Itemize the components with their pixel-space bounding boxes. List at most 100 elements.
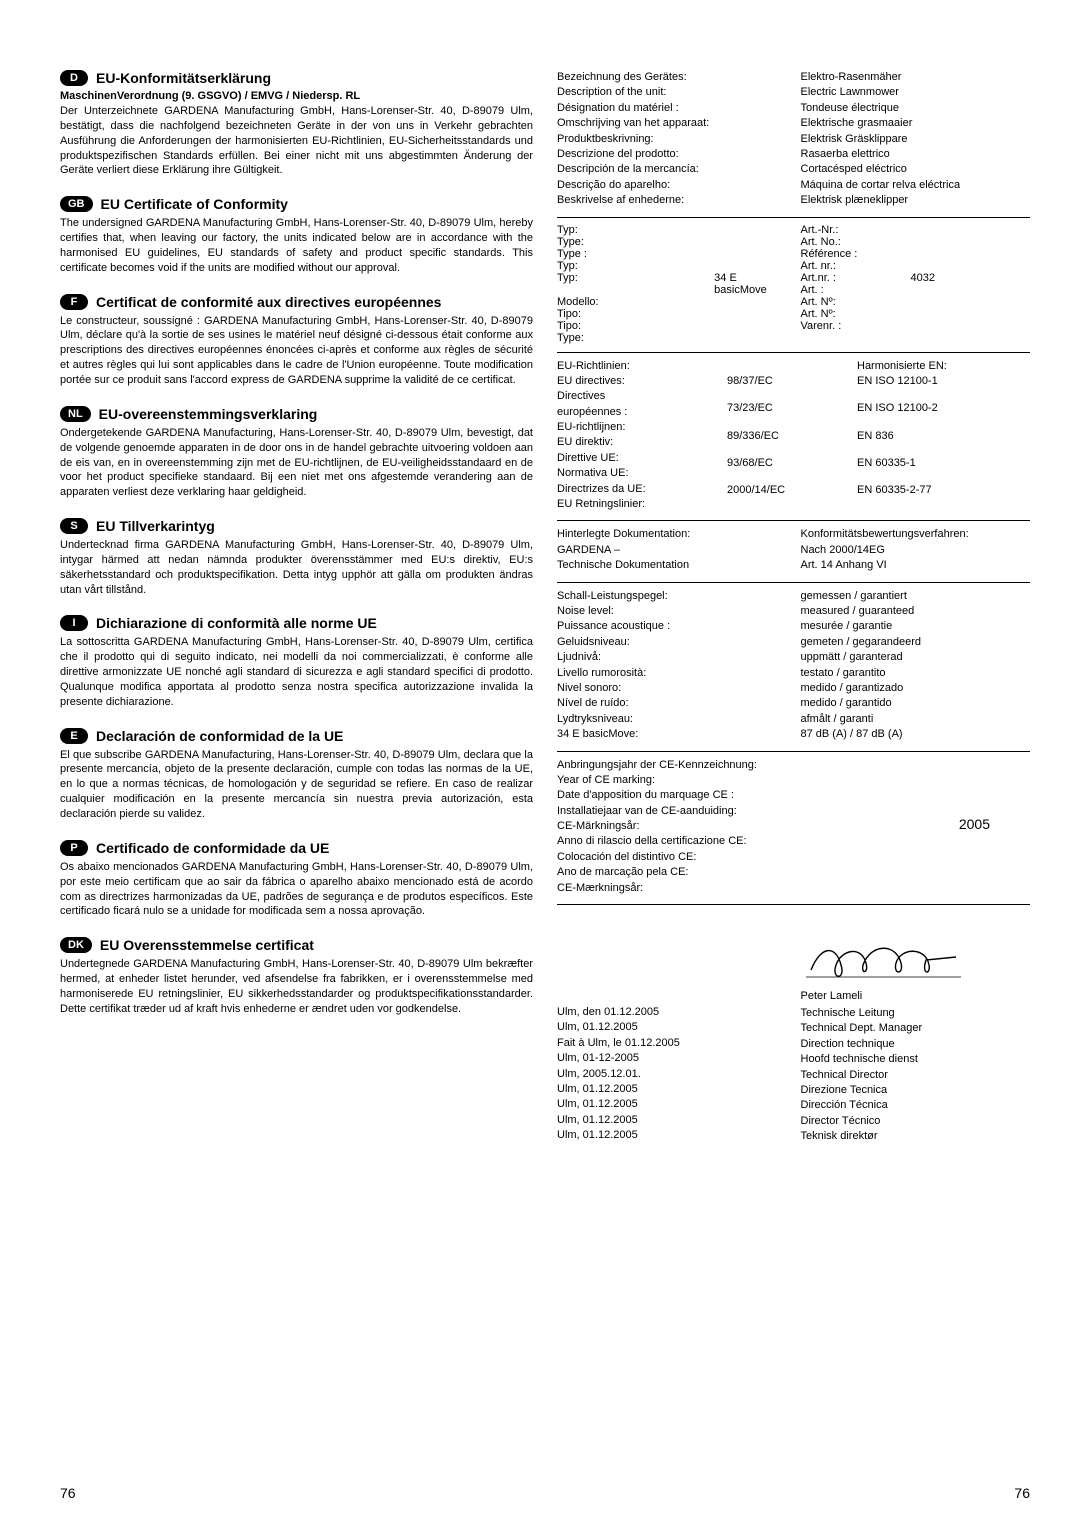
- section-body: The undersigned GARDENA Manufacturing Gm…: [60, 216, 533, 275]
- noise-label: 34 E basicMove:: [557, 727, 787, 742]
- directive-label: EU-richtlijnen:: [557, 420, 727, 435]
- artno-label: Varenr. :: [801, 320, 911, 332]
- signatory-role: Direction technique: [801, 1037, 1031, 1052]
- declaration-section: EDeclaración de conformidad de la UEEl q…: [60, 728, 533, 822]
- doc-value: Art. 14 Anhang VI: [801, 558, 1031, 573]
- type-label: Tipo:: [557, 320, 727, 332]
- section-heading: EU Tillverkarintyg: [96, 518, 215, 534]
- description-value: Tondeuse électrique: [801, 101, 1031, 116]
- declaration-section: FCertificat de conformité aux directives…: [60, 294, 533, 388]
- directive-value: 2000/14/EC: [727, 483, 857, 498]
- signature-date: Ulm, 01.12.2005: [557, 1128, 787, 1143]
- type-label: Type:: [557, 332, 727, 344]
- noise-label: Nivel sonoro:: [557, 681, 787, 696]
- language-badge: S: [60, 518, 88, 534]
- signature-date: Ulm, 2005.12.01.: [557, 1067, 787, 1082]
- declaration-section: I Dichiarazione di conformità alle norme …: [60, 615, 533, 709]
- directive-label: EU directives:: [557, 374, 727, 389]
- language-badge: D: [60, 70, 88, 86]
- section-heading: Dichiarazione di conformità alle norme U…: [96, 615, 377, 631]
- declaration-section: PCertificado de conformidade da UEOs aba…: [60, 840, 533, 919]
- signature-icon: [801, 935, 971, 985]
- type-label: Type:: [557, 236, 727, 248]
- noise-label: Noise level:: [557, 604, 787, 619]
- type-block: Typ:Type:Type :Typ:Typ:34 E basicMoveMod…: [557, 218, 1030, 353]
- signature-block: Ulm, den 01.12.2005Ulm, 01.12.2005Fait à…: [557, 905, 1030, 1145]
- artno-label: Art. Nº:: [801, 296, 911, 308]
- section-heading: EU Certificate of Conformity: [101, 196, 288, 212]
- section-heading: EU-Konformitätserklärung: [96, 70, 271, 86]
- artno-label: Art. nr.:: [801, 260, 911, 272]
- en-standard: EN ISO 12100-2: [857, 401, 1030, 416]
- signatory-role: Technische Leitung: [801, 1006, 1031, 1021]
- type-label: Typ:: [557, 260, 727, 272]
- noise-block: Schall-Leistungspegel:Noise level:Puissa…: [557, 583, 1030, 752]
- directive-value: 73/23/EC: [727, 401, 857, 416]
- type-label: Typ:: [557, 272, 714, 296]
- signature-date: Ulm, 01.12.2005: [557, 1113, 787, 1128]
- en-standard: EN 60335-2-77: [857, 483, 1030, 498]
- noise-value: gemessen / garantiert: [801, 589, 1031, 604]
- language-badge: E: [60, 728, 88, 744]
- description-label: Description of the unit:: [557, 85, 787, 100]
- signatory-role: Hoofd technische dienst: [801, 1052, 1031, 1067]
- section-heading: EU Overensstemmelse certificat: [100, 937, 314, 953]
- doc-label: GARDENA –: [557, 543, 787, 558]
- noise-value: testato / garantito: [801, 666, 1031, 681]
- noise-label: Puissance acoustique :: [557, 619, 787, 634]
- signature-date: Ulm, 01-12-2005: [557, 1051, 787, 1066]
- description-value: Electric Lawnmower: [801, 85, 1031, 100]
- noise-value: uppmätt / garanterad: [801, 650, 1031, 665]
- noise-value: mesurée / garantie: [801, 619, 1031, 634]
- declaration-section: DK EU Overensstemmelse certificat Underteg…: [60, 937, 533, 1016]
- language-badge: GB: [60, 196, 93, 212]
- directive-label: européennes :: [557, 405, 727, 420]
- description-label: Désignation du matériel :: [557, 101, 787, 116]
- description-value: Elektrisk Gräsklippare: [801, 132, 1031, 147]
- directive-label: Direttive UE:: [557, 451, 727, 466]
- type-label: Tipo:: [557, 308, 727, 320]
- en-standard: EN 836: [857, 429, 1030, 444]
- language-badge: I: [60, 615, 88, 631]
- declaration-section: DEU-KonformitätserklärungMaschinenVerord…: [60, 70, 533, 178]
- ce-label: Ano de marcação pela CE:: [557, 865, 1030, 880]
- directive-value: 98/37/EC: [727, 374, 857, 389]
- noise-label: Ljudnivå:: [557, 650, 787, 665]
- ce-label: Colocación del distintivo CE:: [557, 850, 1030, 865]
- signature-date: Ulm, 01.12.2005: [557, 1082, 787, 1097]
- declarations-column: DEU-KonformitätserklärungMaschinenVerord…: [60, 70, 533, 1145]
- language-badge: DK: [60, 937, 92, 953]
- artno-label: Référence :: [801, 248, 911, 260]
- en-heading: Harmonisierte EN:: [857, 359, 1030, 374]
- artno-label: Art. No.:: [801, 236, 911, 248]
- description-label: Descripción de la mercancía:: [557, 162, 787, 177]
- declaration-section: GB EU Certificate of Conformity The unders…: [60, 196, 533, 275]
- artno-label: Art.nr. :: [801, 272, 911, 284]
- section-body: Undertegnede GARDENA Manufacturing GmbH,…: [60, 957, 533, 1016]
- artno-label: Art. :: [801, 284, 911, 296]
- description-value: Elektro-Rasenmäher: [801, 70, 1031, 85]
- directive-label: EU-Richtlinien:: [557, 359, 727, 374]
- directive-label: Directrizes da UE:: [557, 482, 727, 497]
- ce-label: CE-Mærkningsår:: [557, 881, 1030, 896]
- ce-label: Date d'apposition du marquage CE :: [557, 788, 1030, 803]
- doc-value: Konformitätsbewertungsverfahren:: [801, 527, 1031, 542]
- signatory-role: Direzione Tecnica: [801, 1083, 1031, 1098]
- ce-year-block: Anbringungsjahr der CE-Kennzeichnung:Yea…: [557, 752, 1030, 906]
- noise-label: Schall-Leistungspegel:: [557, 589, 787, 604]
- noise-value: measured / guaranteed: [801, 604, 1031, 619]
- section-body: La sottoscritta GARDENA Manufacturing Gm…: [60, 635, 533, 709]
- noise-value: medido / garantizado: [801, 681, 1031, 696]
- signatory-role: Dirección Técnica: [801, 1098, 1031, 1113]
- artno-label: Art. Nº:: [801, 308, 911, 320]
- declaration-section: SEU TillverkarintygUndertecknad firma GA…: [60, 518, 533, 597]
- en-standard: EN ISO 12100-1: [857, 374, 1030, 389]
- language-badge: NL: [60, 406, 91, 422]
- directive-value: 89/336/EC: [727, 429, 857, 444]
- directive-value: 93/68/EC: [727, 456, 857, 471]
- signature-date: Ulm, den 01.12.2005: [557, 1005, 787, 1020]
- signatory-role: Teknisk direktør: [801, 1129, 1031, 1144]
- description-label: Bezeichnung des Gerätes:: [557, 70, 787, 85]
- directive-label: EU Retningslinier:: [557, 497, 727, 512]
- noise-label: Nível de ruído:: [557, 696, 787, 711]
